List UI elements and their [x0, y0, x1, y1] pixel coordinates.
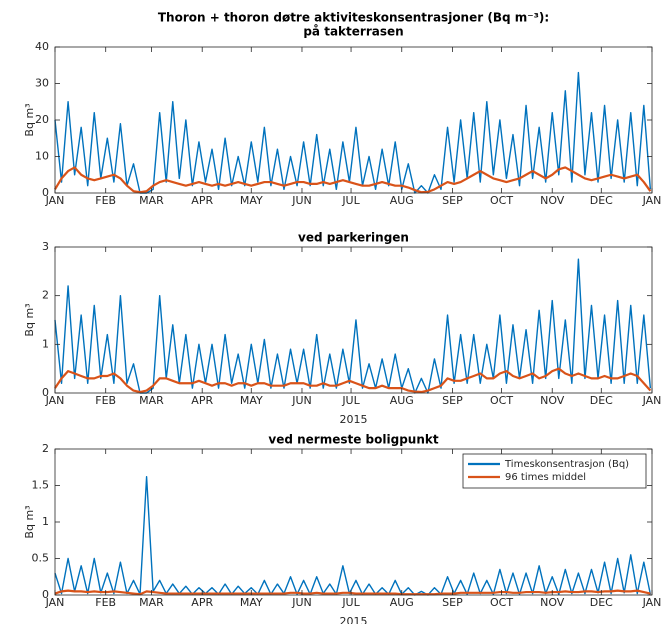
x-tick-label: JUN: [291, 194, 312, 207]
y-tick-label: 1.5: [32, 479, 50, 492]
x-tick-label: DEC: [590, 596, 613, 609]
legend-label: Timeskonsentrasjon (Bq): [504, 459, 629, 470]
data-line: [54, 367, 652, 394]
y-tick-label: 30: [35, 77, 49, 90]
y-tick-label: 40: [35, 40, 49, 53]
y-axis-label: Bq m³: [23, 103, 36, 136]
x-tick-label: FEB: [95, 394, 116, 407]
legend-label: 96 times middel: [505, 472, 586, 483]
x-tick-label: JAN: [642, 194, 661, 207]
x-tick-label: SEP: [442, 596, 463, 609]
x-tick-label: MAY: [240, 194, 263, 207]
x-tick-label: DEC: [590, 194, 613, 207]
y-tick-label: 20: [35, 113, 49, 126]
y-tick-label: 2: [42, 442, 49, 455]
x-tick-label: JAN: [45, 394, 65, 407]
x-tick-label: JUL: [341, 394, 360, 407]
x-tick-label: JUN: [291, 596, 312, 609]
x-tick-label: AUG: [390, 596, 414, 609]
x-tick-label: JAN: [45, 596, 65, 609]
x-tick-label: APR: [191, 394, 213, 407]
y-tick-label: 0: [42, 588, 49, 601]
x-tick-label: NOV: [540, 194, 565, 207]
x-tick-label: JAN: [642, 394, 661, 407]
x-tick-label: MAY: [240, 394, 263, 407]
x-axis-label: 2015: [340, 615, 368, 624]
y-tick-label: 1: [42, 515, 49, 528]
x-tick-label: OCT: [490, 394, 513, 407]
x-tick-label: JUL: [341, 194, 360, 207]
legend-box: [462, 453, 647, 489]
y-tick-label: 1: [42, 337, 49, 350]
data-line: [54, 589, 651, 596]
x-tick-label: FEB: [95, 194, 116, 207]
x-tick-label: NOV: [540, 596, 565, 609]
x-tick-label: NOV: [540, 394, 565, 407]
y-tick-label: 0: [42, 186, 49, 199]
subplot-title: på takterrasen: [303, 25, 403, 39]
data-line: [54, 166, 652, 194]
x-tick-label: DEC: [590, 394, 613, 407]
x-tick-label: MAR: [139, 596, 164, 609]
x-tick-label: OCT: [490, 596, 513, 609]
y-axis-label: Bq m³: [23, 303, 36, 336]
x-tick-label: MAY: [240, 596, 263, 609]
x-tick-label: APR: [191, 194, 213, 207]
axes-box: [54, 246, 653, 394]
y-tick-label: 10: [35, 150, 49, 163]
subplot-title: ved parkeringen: [298, 231, 409, 245]
x-axis-label: 2015: [340, 413, 368, 426]
legend: Timeskonsentrasjon (Bq) 96 times middel: [462, 453, 647, 489]
y-tick-label: 3: [42, 240, 49, 253]
x-tick-label: JAN: [45, 194, 65, 207]
subplot-title: ved nermeste boligpunkt: [268, 433, 438, 447]
x-tick-label: MAR: [139, 394, 164, 407]
x-tick-label: AUG: [390, 194, 414, 207]
y-tick-label: 0.5: [32, 552, 50, 565]
data-line: [54, 71, 652, 194]
data-line: [54, 476, 652, 596]
subplot-title: Thoron + thoron døtre aktiviteskonsentra…: [158, 11, 549, 25]
x-tick-label: JAN: [642, 596, 661, 609]
data-line: [54, 258, 652, 394]
x-tick-label: AUG: [390, 394, 414, 407]
x-tick-label: MAR: [139, 194, 164, 207]
x-tick-label: SEP: [442, 194, 463, 207]
x-tick-label: JUL: [341, 596, 360, 609]
x-tick-label: OCT: [490, 194, 513, 207]
y-axis-label: Bq m³: [23, 505, 36, 538]
x-tick-label: FEB: [95, 596, 116, 609]
x-tick-label: JUN: [291, 394, 312, 407]
x-tick-label: APR: [191, 596, 213, 609]
x-tick-label: SEP: [442, 394, 463, 407]
y-tick-label: 0: [42, 386, 49, 399]
y-tick-label: 2: [42, 289, 49, 302]
